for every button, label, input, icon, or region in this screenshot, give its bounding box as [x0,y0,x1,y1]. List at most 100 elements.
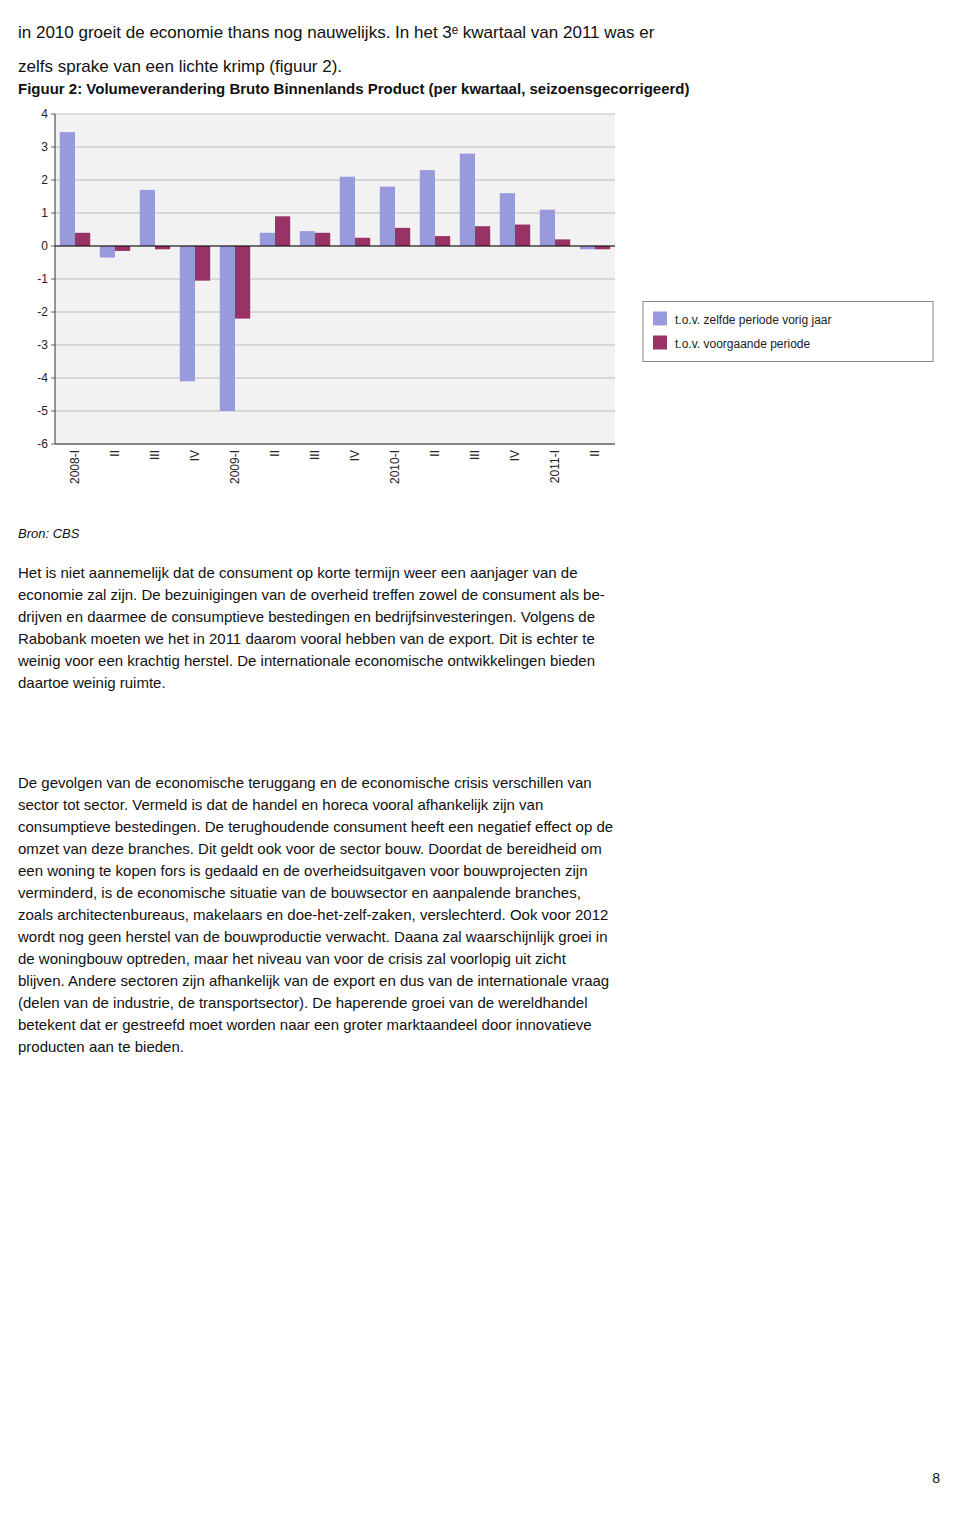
y-tick [51,180,55,181]
y-tick-label: -1 [37,272,48,286]
y-axis-line [55,114,56,444]
y-tick [51,378,55,379]
paragraph-line: zoals architectenbureaus, makelaars en d… [18,904,613,926]
bar [275,216,290,246]
bar [195,246,210,281]
paragraph-line: consumptieve bestedingen. De terughouden… [18,816,613,838]
y-tick-label: 4 [41,107,48,121]
grid-line [55,378,615,379]
y-tick-label: -5 [37,404,48,418]
grid-line [55,180,615,181]
plot-background [55,114,615,444]
grid-line [55,345,615,346]
paragraph-line: omzet van deze branches. Dit geldt ook v… [18,838,613,860]
grid-line [55,213,615,214]
grid-line [55,312,615,313]
bar [180,246,195,381]
bar [315,233,330,246]
grid-line [55,114,615,115]
x-tick-label: II [108,450,122,457]
x-tick-label: III [468,450,482,460]
x-tick-label: II [428,450,442,457]
y-tick-label: 1 [41,206,48,220]
bar [460,154,475,246]
grid-line [55,444,615,445]
bar [100,246,115,258]
bar [395,228,410,246]
bar [300,231,315,246]
x-tick-label: III [308,450,322,460]
paragraph-line: drijven en daarmee de consumptieve beste… [18,606,605,628]
legend-swatch [653,336,667,350]
x-tick-label: II [588,450,602,457]
bar [420,170,435,246]
y-tick-label: -2 [37,305,48,319]
bar [115,246,130,251]
x-tick-label: III [148,450,162,460]
legend-frame [643,302,933,362]
y-tick [51,114,55,115]
y-tick [51,312,55,313]
y-tick [51,246,55,247]
grid-line [55,147,615,148]
bar [140,190,155,246]
grid-line [55,411,615,412]
x-tick-label: IV [348,450,362,461]
bar [60,132,75,246]
x-tick-label: 2009-I [228,450,242,484]
y-tick-label: -3 [37,338,48,352]
page-number: 8 [932,1470,940,1486]
x-tick-label: 2011-I [548,450,562,483]
header-line: zelfs sprake van een lichte krimp (figuu… [18,50,654,84]
bar [355,238,370,246]
paragraph-line: daartoe weinig ruimte. [18,672,605,694]
paragraph-line: betekent dat er gestreefd moet worden na… [18,1014,613,1036]
bar [435,236,450,246]
x-tick-label: IV [508,450,522,461]
y-tick-label: 0 [41,239,48,253]
bar [380,187,395,246]
paragraph-line: een woning te kopen fors is gedaald en d… [18,860,613,882]
y-tick-label: 3 [41,140,48,154]
y-tick [51,411,55,412]
paragraph-line: economie zal zijn. De bezuinigingen van … [18,584,605,606]
bar [555,239,570,246]
paragraph: De gevolgen van de economische teruggang… [18,772,613,1058]
x-tick-label: II [268,450,282,457]
chart-title: Figuur 2: Volumeverandering Bruto Binnen… [18,80,690,97]
y-tick [51,444,55,445]
bar [475,226,490,246]
bar [515,225,530,246]
y-tick [51,345,55,346]
paragraph-line: wordt nog geen herstel van de bouwproduc… [18,926,613,948]
x-tick-label: IV [188,450,202,461]
paragraph-line: de woningbouw optreden, maar het niveau … [18,948,613,970]
paragraph-line: Het is niet aannemelijk dat de consument… [18,562,605,584]
paragraph-line: producten aan te bieden. [18,1036,613,1058]
y-tick-label: 2 [41,173,48,187]
bar [235,246,250,319]
grid-line [55,279,615,280]
header-line: in 2010 groeit de economie thans nog nau… [18,16,654,50]
x-tick-label: 2010-I [388,450,402,484]
x-axis-line [55,444,615,445]
bar [75,233,90,246]
bars [60,132,610,411]
paragraph: Het is niet aannemelijk dat de consument… [18,562,605,694]
legend-swatch [653,312,667,326]
legend-label: t.o.v. voorgaande periode [675,337,811,351]
y-tick [51,213,55,214]
y-tick [51,279,55,280]
paragraph-line: weinig voor een krachtig herstel. De int… [18,650,605,672]
paragraph-line: (delen van de industrie, de transportsec… [18,992,613,1014]
y-tick-label: -4 [37,371,48,385]
bar [340,177,355,246]
x-tick-label: 2008-I [68,450,82,484]
y-tick-label: -6 [37,437,48,451]
header: in 2010 groeit de economie thans nog nau… [18,16,654,84]
paragraph-line: blijven. Andere sectoren zijn afhankelij… [18,970,613,992]
paragraph-line: Rabobank moeten we het in 2011 daarom vo… [18,628,605,650]
bar [500,193,515,246]
bar [540,210,555,246]
y-tick [51,147,55,148]
